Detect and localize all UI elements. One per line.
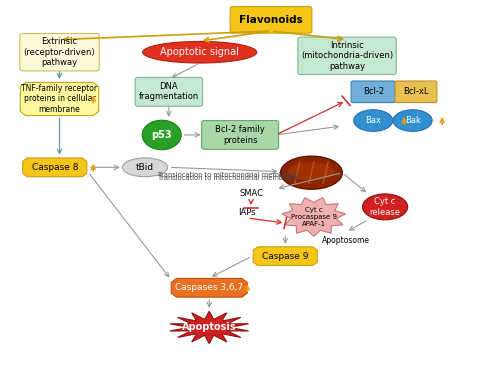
Text: Bax: Bax bbox=[364, 116, 380, 125]
Ellipse shape bbox=[353, 110, 392, 131]
Text: Apoptosis: Apoptosis bbox=[182, 322, 236, 333]
Text: Bak: Bak bbox=[404, 116, 420, 125]
Text: Bcl-2: Bcl-2 bbox=[362, 87, 383, 96]
Text: Intrinsic
(mitochondria-driven)
pathway: Intrinsic (mitochondria-driven) pathway bbox=[301, 41, 393, 71]
Text: Caspases 3,6,7: Caspases 3,6,7 bbox=[175, 283, 243, 292]
Text: Caspase 9: Caspase 9 bbox=[261, 252, 308, 261]
Ellipse shape bbox=[362, 194, 407, 220]
Text: Apoptosome: Apoptosome bbox=[321, 236, 369, 245]
Polygon shape bbox=[171, 279, 247, 297]
Text: p53: p53 bbox=[151, 130, 172, 140]
Ellipse shape bbox=[287, 162, 334, 181]
Text: DNA
fragmentation: DNA fragmentation bbox=[138, 82, 198, 102]
Text: IAPs: IAPs bbox=[238, 208, 256, 218]
Text: Bcl-2 family
proteins: Bcl-2 family proteins bbox=[215, 125, 264, 145]
FancyBboxPatch shape bbox=[20, 33, 99, 71]
FancyBboxPatch shape bbox=[350, 81, 394, 103]
Polygon shape bbox=[253, 247, 317, 265]
Text: SMAC: SMAC bbox=[239, 189, 262, 198]
Text: Extrinsic
(receptor-driven)
pathway: Extrinsic (receptor-driven) pathway bbox=[24, 37, 95, 67]
Text: Bcl-xL: Bcl-xL bbox=[402, 87, 428, 96]
Ellipse shape bbox=[280, 156, 342, 189]
Ellipse shape bbox=[122, 158, 167, 177]
Text: Translocation to mitochondrial membrane: Translocation to mitochondrial membrane bbox=[158, 175, 298, 181]
Polygon shape bbox=[282, 197, 345, 236]
Text: Flavonoids: Flavonoids bbox=[239, 15, 302, 25]
Ellipse shape bbox=[142, 41, 256, 63]
Text: Apoptotic signal: Apoptotic signal bbox=[160, 47, 239, 57]
Polygon shape bbox=[23, 158, 87, 177]
Text: Caspase 8: Caspase 8 bbox=[31, 163, 78, 172]
FancyBboxPatch shape bbox=[394, 81, 436, 103]
Ellipse shape bbox=[393, 110, 431, 131]
FancyBboxPatch shape bbox=[201, 121, 278, 149]
FancyBboxPatch shape bbox=[297, 37, 395, 75]
Polygon shape bbox=[169, 311, 248, 344]
FancyBboxPatch shape bbox=[230, 7, 311, 33]
Text: tBid: tBid bbox=[136, 163, 154, 172]
Text: TNF-family receptor
proteins in cellular
membrane: TNF-family receptor proteins in cellular… bbox=[21, 84, 97, 114]
Polygon shape bbox=[20, 83, 99, 116]
FancyBboxPatch shape bbox=[135, 77, 202, 106]
Text: Cyt c
Procaspase 9
APAF-1: Cyt c Procaspase 9 APAF-1 bbox=[290, 207, 336, 226]
Text: Cyt c
release: Cyt c release bbox=[369, 197, 400, 217]
Text: Translocation to mitochondrial membrane: Translocation to mitochondrial membrane bbox=[158, 171, 298, 178]
Ellipse shape bbox=[142, 120, 181, 150]
